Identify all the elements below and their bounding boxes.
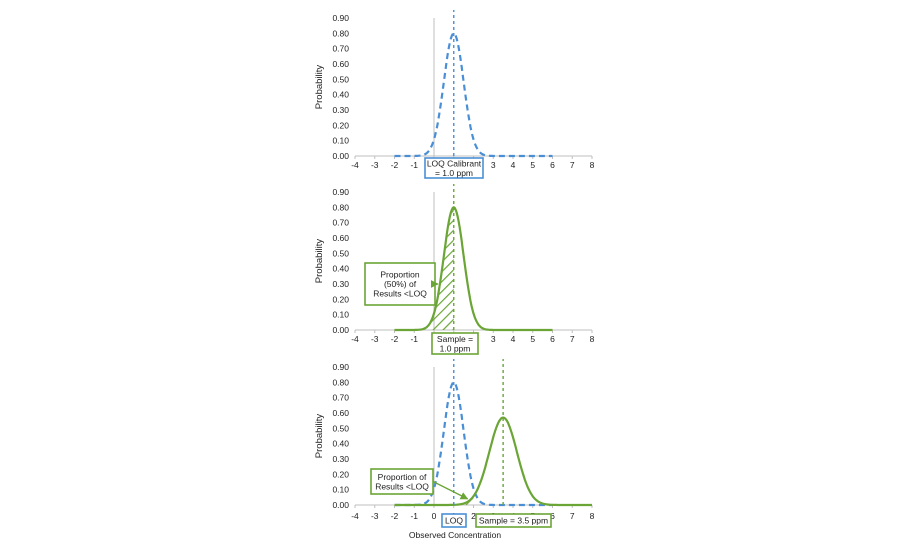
- x-tick-label: 8: [590, 160, 595, 170]
- annotation-box: [431, 332, 479, 355]
- y-tick-label: 0.00: [332, 325, 349, 335]
- chart-panel-bottom: -4-3-2-10123456780.000.100.200.300.400.5…: [314, 359, 595, 540]
- x-tick-label: 6: [550, 160, 555, 170]
- y-tick-label: 0.60: [332, 408, 349, 418]
- annotation-text: LOQ: [445, 516, 463, 526]
- x-tick-label: 5: [530, 334, 535, 344]
- annotation-box: [364, 262, 436, 306]
- shaded-region-results-below-loq: [394, 207, 454, 330]
- annotation-text: Proportion of: [378, 472, 427, 482]
- y-tick-label: 0.60: [332, 59, 349, 69]
- y-tick-label: 0.50: [332, 248, 349, 258]
- x-tick-label: 4: [511, 160, 516, 170]
- x-tick-label: -1: [410, 334, 418, 344]
- x-tick-label: 4: [511, 334, 516, 344]
- x-tick-label: -2: [391, 334, 399, 344]
- y-tick-label: 0.70: [332, 44, 349, 54]
- x-tick-label: -1: [410, 160, 418, 170]
- x-tick-label: 8: [590, 511, 595, 521]
- x-tick-label: 6: [550, 334, 555, 344]
- x-tick-label: -1: [410, 511, 418, 521]
- y-tick-label: 0.40: [332, 439, 349, 449]
- annotation-text: Sample =: [437, 334, 473, 344]
- distribution-curve-blue: [394, 31, 553, 158]
- y-tick-label: 0.10: [332, 485, 349, 495]
- y-axis-title: Probability: [314, 239, 325, 284]
- annotation-text: (50%) of: [384, 279, 417, 289]
- y-tick-label: 0.70: [332, 393, 349, 403]
- annotation-text: Results <LOQ: [373, 289, 427, 299]
- x-tick-label: -2: [391, 511, 399, 521]
- y-tick-label: 0.40: [332, 90, 349, 100]
- x-axis-title: Observed Concentration: [409, 530, 501, 540]
- annotation-text: 1.0 ppm: [440, 343, 471, 353]
- distribution-curve-green: [394, 416, 592, 507]
- y-tick-label: 0.00: [332, 151, 349, 161]
- y-tick-label: 0.90: [332, 13, 349, 23]
- y-tick-label: 0.80: [332, 28, 349, 38]
- y-axis-title: Probability: [314, 414, 325, 459]
- y-tick-label: 0.30: [332, 105, 349, 115]
- y-tick-label: 0.00: [332, 500, 349, 510]
- x-tick-label: -4: [351, 334, 359, 344]
- x-tick-label: -2: [391, 160, 399, 170]
- annotation-text: Sample = 3.5 ppm: [479, 516, 548, 526]
- y-tick-label: 0.90: [332, 362, 349, 372]
- x-tick-label: 6: [550, 511, 555, 521]
- y-tick-label: 0.40: [332, 264, 349, 274]
- x-tick-label: 0: [432, 511, 437, 521]
- x-tick-label: -3: [371, 334, 379, 344]
- x-tick-label: 7: [570, 160, 575, 170]
- x-tick-label: 7: [570, 511, 575, 521]
- annotation-text: = 1.0 ppm: [435, 168, 473, 178]
- annotation-box: [441, 513, 467, 528]
- annotation-text: Results <LOQ: [375, 481, 429, 491]
- distribution-curve-green: [394, 205, 553, 332]
- x-tick-label: -3: [371, 511, 379, 521]
- distribution-curve-blue: [394, 380, 553, 507]
- y-axis-title: Probability: [314, 65, 325, 110]
- x-tick-label: -3: [371, 160, 379, 170]
- x-tick-label: 7: [570, 334, 575, 344]
- x-tick-label: 5: [530, 160, 535, 170]
- y-tick-label: 0.20: [332, 294, 349, 304]
- y-tick-label: 0.20: [332, 469, 349, 479]
- chart-panel-top: -4-3-2-10123456780.000.100.200.300.400.5…: [314, 10, 595, 179]
- annotation-text: Proportion: [380, 270, 419, 280]
- chart-panel-middle: -4-3-2-10123456780.000.100.200.300.400.5…: [314, 184, 595, 355]
- annotation-box: [424, 157, 484, 179]
- y-tick-label: 0.20: [332, 120, 349, 130]
- y-tick-label: 0.60: [332, 233, 349, 243]
- x-tick-label: 3: [491, 160, 496, 170]
- annotation-text: LOQ Calibrant: [427, 158, 482, 168]
- y-tick-label: 0.30: [332, 454, 349, 464]
- x-tick-label: 2: [471, 511, 476, 521]
- y-tick-label: 0.50: [332, 423, 349, 433]
- x-tick-label: -4: [351, 511, 359, 521]
- annotation-arrow: [432, 480, 469, 500]
- y-tick-label: 0.80: [332, 202, 349, 212]
- x-tick-label: 3: [491, 334, 496, 344]
- y-tick-label: 0.10: [332, 136, 349, 146]
- y-tick-label: 0.50: [332, 74, 349, 84]
- annotation-box: [475, 513, 552, 528]
- x-tick-label: 8: [590, 334, 595, 344]
- y-tick-label: 0.90: [332, 187, 349, 197]
- x-tick-label: -4: [351, 160, 359, 170]
- y-tick-label: 0.30: [332, 279, 349, 289]
- y-tick-label: 0.80: [332, 377, 349, 387]
- y-tick-label: 0.10: [332, 310, 349, 320]
- y-tick-label: 0.70: [332, 218, 349, 228]
